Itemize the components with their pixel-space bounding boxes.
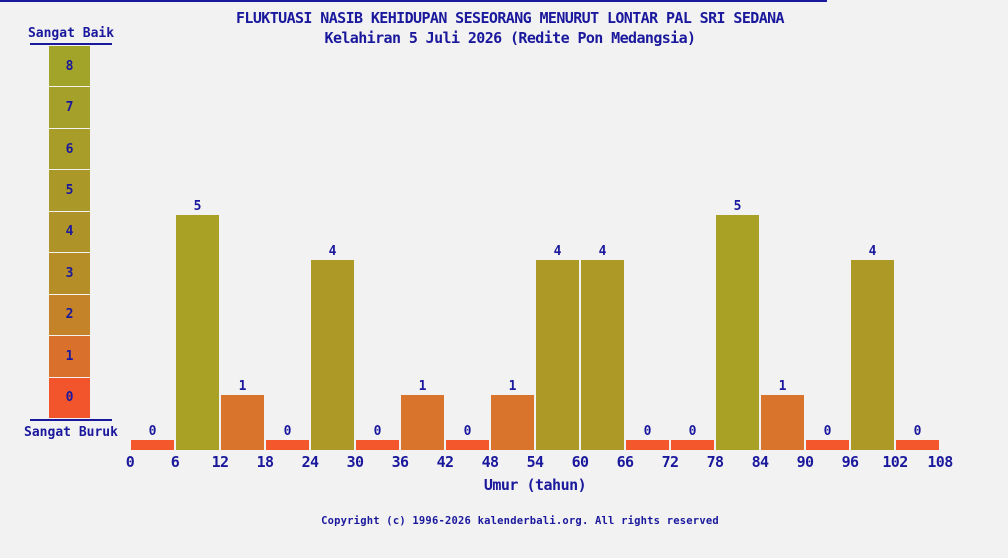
- x-tick-label: 12: [211, 453, 229, 471]
- bar-value-label: 1: [508, 379, 517, 394]
- legend-cell-5: 5: [49, 170, 90, 211]
- bar-value-label: 1: [238, 379, 247, 394]
- bar: [401, 395, 444, 450]
- bar-value-label: 1: [778, 379, 787, 394]
- x-tick-label: 108: [927, 453, 953, 471]
- legend-cell-3: 3: [49, 253, 90, 294]
- bar-value-label: 0: [463, 424, 472, 439]
- legend-cell-8: 8: [49, 46, 90, 87]
- x-tick-label: 60: [571, 453, 589, 471]
- bar-value-label: 0: [688, 424, 697, 439]
- bar: [446, 440, 489, 450]
- bar: [716, 215, 759, 450]
- bar: [896, 440, 939, 450]
- x-tick-label: 6: [170, 453, 180, 471]
- legend-cell-1: 1: [49, 336, 90, 377]
- x-tick-label: 0: [125, 453, 135, 471]
- legend-cell-4: 4: [49, 211, 90, 253]
- legend-bottom-rule: [30, 419, 112, 421]
- bar-value-label: 0: [373, 424, 382, 439]
- bar-value-label: 4: [598, 244, 607, 259]
- x-tick-label: 42: [436, 453, 454, 471]
- x-tick-label: 66: [616, 453, 634, 471]
- bar: [626, 440, 669, 450]
- x-tick-label: 48: [481, 453, 499, 471]
- bar: [266, 440, 309, 450]
- copyright-text: Copyright (c) 1996-2026 kalenderbali.org…: [321, 515, 719, 527]
- bar-value-label: 0: [913, 424, 922, 439]
- x-tick-label: 36: [391, 453, 409, 471]
- bar: [581, 260, 624, 450]
- x-tick-label: 54: [526, 453, 544, 471]
- bar-value-label: 0: [283, 424, 292, 439]
- x-tick-label: 24: [301, 453, 319, 471]
- x-tick-label: 90: [796, 453, 814, 471]
- bar-value-label: 4: [868, 244, 877, 259]
- bar: [851, 260, 894, 450]
- bar-value-label: 0: [643, 424, 652, 439]
- chart-subtitle: Kelahiran 5 Juli 2026 (Redite Pon Medang…: [324, 29, 697, 47]
- x-tick-label: 102: [882, 453, 908, 471]
- legend-cell-2: 2: [49, 294, 90, 336]
- legend-cell-7: 7: [49, 87, 90, 128]
- x-tick-label: 96: [841, 453, 859, 471]
- x-axis-title: Umur (tahun): [483, 476, 587, 494]
- bar-value-label: 0: [148, 424, 157, 439]
- x-tick-label: 18: [256, 453, 274, 471]
- bar: [671, 440, 714, 450]
- bar: [221, 395, 264, 450]
- x-tick-label: 78: [706, 453, 724, 471]
- legend-cell-0: 0: [49, 377, 90, 418]
- bar: [536, 260, 579, 450]
- x-tick-label: 72: [661, 453, 679, 471]
- bar: [491, 395, 534, 450]
- legend-bottom-label: Sangat Buruk: [24, 425, 118, 440]
- legend-top-label: Sangat Baik: [27, 26, 115, 41]
- bar-value-label: 5: [733, 199, 742, 214]
- bar-value-label: 5: [193, 199, 202, 214]
- legend-cell-6: 6: [49, 128, 90, 170]
- bar-value-label: 4: [328, 244, 337, 259]
- x-axis-line: [0, 0, 827, 2]
- x-tick-label: 30: [346, 453, 364, 471]
- bar-value-label: 1: [418, 379, 427, 394]
- bar: [311, 260, 354, 450]
- bar: [356, 440, 399, 450]
- bar-value-label: 4: [553, 244, 562, 259]
- bar: [806, 440, 849, 450]
- bar-value-label: 0: [823, 424, 832, 439]
- bar: [131, 440, 174, 450]
- bar: [761, 395, 804, 450]
- chart-title: FLUKTUASI NASIB KEHIDUPAN SESEORANG MENU…: [235, 9, 785, 27]
- legend-top-rule: [30, 43, 112, 45]
- bar: [176, 215, 219, 450]
- x-tick-label: 84: [751, 453, 769, 471]
